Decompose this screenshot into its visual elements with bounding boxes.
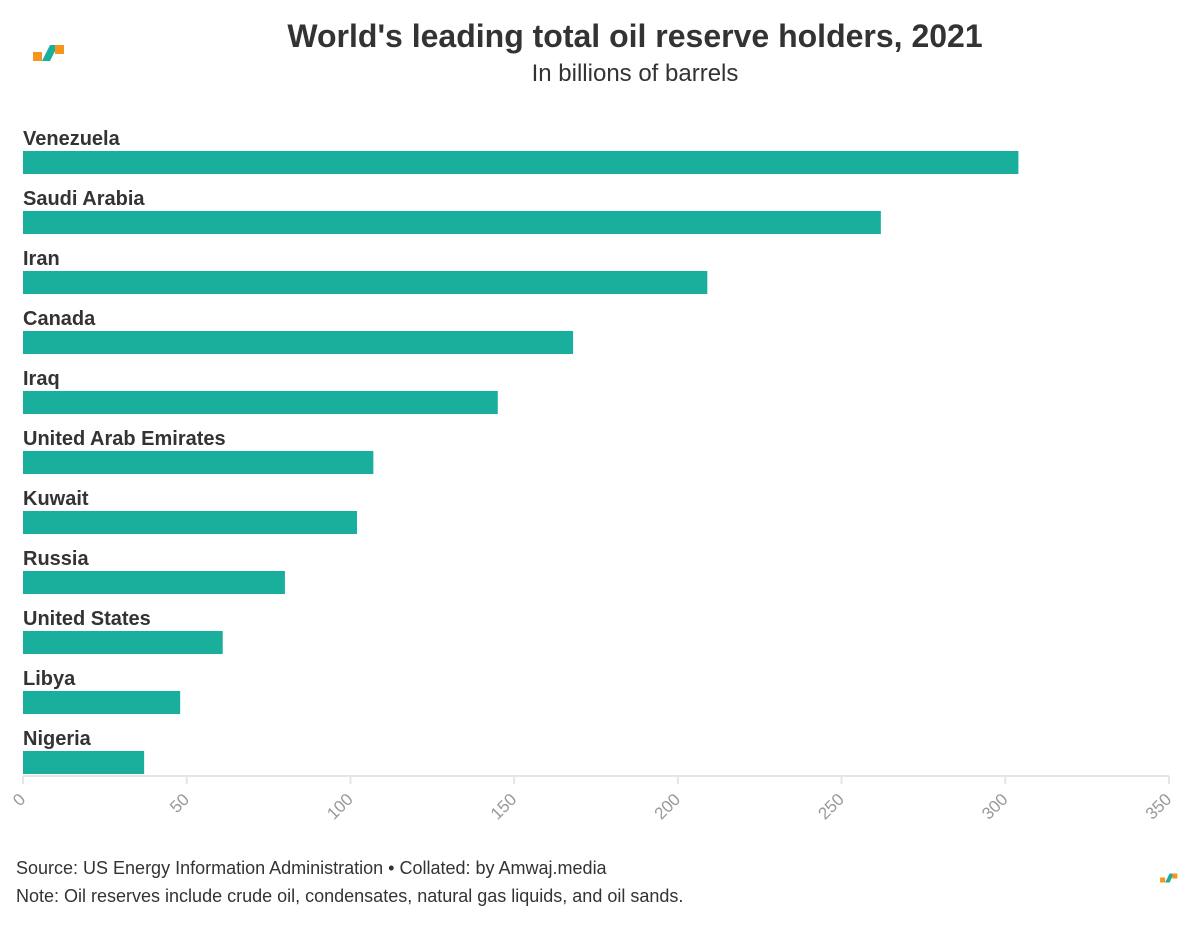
category-label: Nigeria bbox=[23, 728, 92, 750]
bar[interactable] bbox=[23, 751, 145, 774]
category-label: Russia bbox=[23, 548, 89, 570]
source-note: Source: US Energy Information Administra… bbox=[16, 858, 607, 878]
bar-chart: Venezuela Saudi Arabia Iran Canada Iraq Unite… bbox=[9, 128, 1175, 823]
x-tick-label: 300 bbox=[978, 790, 1011, 823]
amwaj-logo-small-icon bbox=[1160, 873, 1178, 883]
bar[interactable] bbox=[23, 211, 881, 234]
amwaj-logo-icon bbox=[33, 45, 64, 61]
bar[interactable] bbox=[23, 511, 357, 534]
category-label: United States bbox=[23, 608, 151, 630]
bar[interactable] bbox=[23, 451, 374, 474]
category-label: Libya bbox=[23, 668, 76, 690]
category-label: Canada bbox=[23, 308, 96, 330]
x-tick-label: 250 bbox=[814, 790, 847, 823]
bar[interactable] bbox=[23, 331, 574, 354]
x-tick-label: 0 bbox=[9, 790, 29, 810]
chart-title: World's leading total oil reserve holder… bbox=[287, 18, 983, 54]
bar[interactable] bbox=[23, 151, 1019, 174]
category-label: Venezuela bbox=[23, 128, 121, 150]
x-tick-label: 100 bbox=[323, 790, 356, 823]
x-tick-label: 150 bbox=[487, 790, 520, 823]
category-label: Iran bbox=[23, 248, 60, 270]
category-label: Iraq bbox=[23, 368, 60, 390]
x-tick-label: 200 bbox=[651, 790, 684, 823]
bar[interactable] bbox=[23, 631, 223, 654]
chart-subtitle: In billions of barrels bbox=[531, 60, 739, 87]
bar[interactable] bbox=[23, 271, 708, 294]
bar[interactable] bbox=[23, 691, 181, 714]
category-label: United Arab Emirates bbox=[23, 428, 226, 450]
x-tick-label: 350 bbox=[1142, 790, 1175, 823]
footnote: Note: Oil reserves include crude oil, co… bbox=[16, 886, 684, 906]
bar[interactable] bbox=[23, 391, 498, 414]
x-tick-label: 50 bbox=[166, 790, 193, 817]
category-label: Saudi Arabia bbox=[23, 188, 145, 210]
category-label: Kuwait bbox=[23, 488, 89, 510]
bar[interactable] bbox=[23, 571, 285, 594]
